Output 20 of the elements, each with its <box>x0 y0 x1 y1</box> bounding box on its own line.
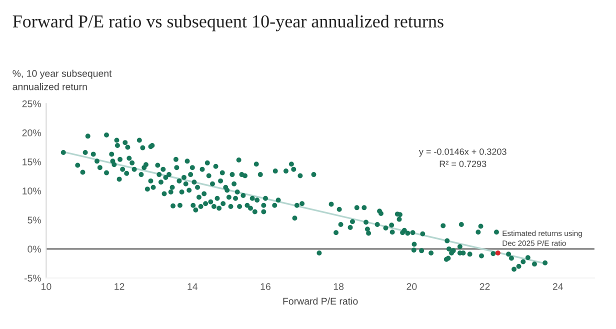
x-tick-label: 10 <box>42 283 52 290</box>
x-tick-label: 12 <box>114 283 124 290</box>
y-tick-label: 5% <box>28 216 41 224</box>
x-tick-label: 22 <box>480 283 490 290</box>
y-tick-label: 25% <box>22 100 41 108</box>
x-tick-label: 14 <box>188 283 198 290</box>
annotation: y = -0.0146x + 0.3203 <box>418 148 506 157</box>
y-axis-title: %, 10 year subsequent annualized return <box>12 70 112 90</box>
y-tick-label: 20% <box>22 129 41 136</box>
x-axis-title: Forward P/E ratio <box>283 297 358 305</box>
chart-title: Forward P/E ratio vs subsequent 10-year annualized returns <box>12 14 444 32</box>
y-tick-label: 0% <box>28 246 41 253</box>
y-tick-label: -5% <box>24 274 41 282</box>
x-tick-label: 24 <box>552 283 564 290</box>
x-tick-label: 16 <box>260 283 270 290</box>
annotation: R² = 0.7293 <box>440 160 486 168</box>
x-tick-label: 18 <box>334 283 344 290</box>
x-tick-label: 20 <box>406 283 417 290</box>
y-tick-label: 10% <box>22 188 41 194</box>
y-tick-label: 15% <box>22 158 41 166</box>
